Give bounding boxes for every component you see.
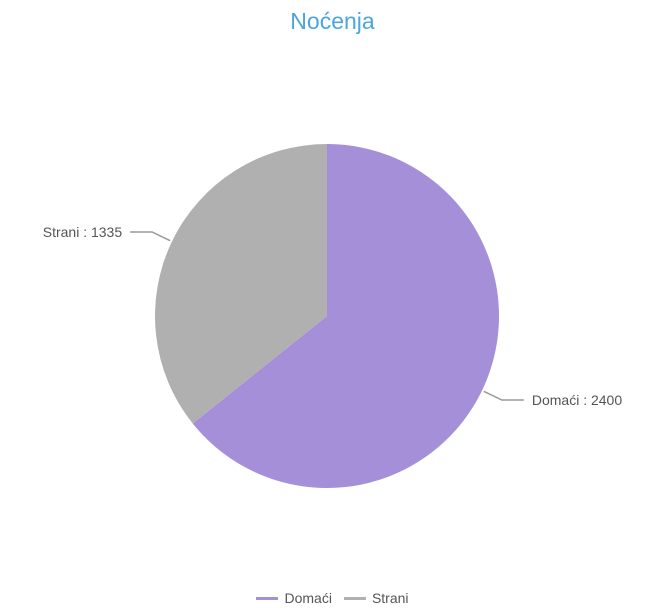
legend: Domaći Strani [0, 590, 665, 606]
legend-item-domaci[interactable]: Domaći [256, 590, 332, 606]
pie-slice-1[interactable] [155, 144, 327, 424]
data-label-0: Domaći : 2400 [532, 392, 622, 408]
legend-label-strani: Strani [371, 590, 409, 606]
leader-line-1 [130, 231, 171, 242]
legend-swatch-domaci [256, 596, 279, 600]
leader-line-0 [483, 390, 524, 401]
data-label-1: Strani : 1335 [43, 224, 123, 240]
pie-slice-0[interactable] [192, 144, 499, 488]
legend-label-domaci: Domaći [284, 590, 332, 606]
legend-swatch-strani [343, 596, 366, 600]
chart-title: Noćenja [290, 8, 375, 34]
legend-item-strani[interactable]: Strani [343, 590, 409, 606]
